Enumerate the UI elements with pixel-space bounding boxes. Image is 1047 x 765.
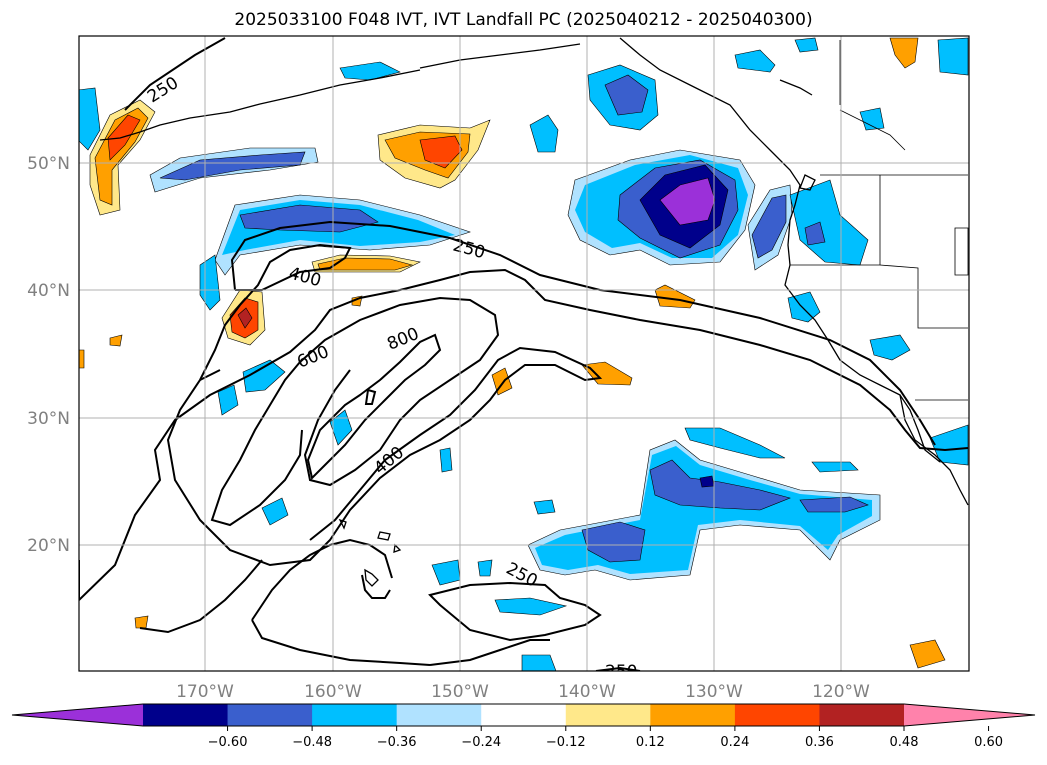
colorbar-tick-label: 0.24: [720, 735, 749, 750]
map-frame: [78, 35, 970, 672]
lon-label: 140°W: [558, 682, 616, 702]
colorbar-segment: [396, 704, 482, 726]
contour-600: [299, 296, 500, 487]
coastlines: [99, 37, 969, 587]
colorbar-outline: [11, 703, 1036, 727]
colorbar-segment: [227, 704, 313, 726]
colorbar-tick-label: 0.36: [805, 735, 834, 750]
colorbar-segment: [650, 704, 736, 726]
ivt-contours: [79, 37, 969, 671]
colorbar-segment: [819, 704, 905, 726]
contour-400: [166, 243, 603, 567]
colorbar-tick-label: −0.24: [461, 735, 501, 750]
contour-250-south: [428, 581, 602, 642]
colorbar-tick-label: 0.60: [974, 735, 1003, 750]
colorbar-extend-low: [12, 704, 143, 726]
lat-label: 30°N: [27, 409, 70, 429]
lat-label: 40°N: [27, 281, 70, 301]
map-background: [79, 36, 969, 671]
colorbar-segment: [143, 704, 229, 726]
lon-label: 170°W: [176, 682, 234, 702]
lon-label: 160°W: [304, 682, 362, 702]
lon-label: 150°W: [431, 682, 489, 702]
contour-250-outer: [79, 268, 969, 601]
contour-label: 250: [605, 662, 637, 682]
colorbar-tick-label: 0.48: [890, 735, 919, 750]
gridlines: [79, 36, 969, 671]
lat-labels: 50°N 40°N 30°N 20°N: [27, 154, 70, 556]
borders: [790, 40, 969, 401]
colorbar-tick-label: −0.48: [292, 735, 332, 750]
contour-250-north: [124, 37, 226, 111]
lat-label: 20°N: [27, 536, 70, 556]
colorbar-tick-label: −0.36: [377, 735, 417, 750]
contour-250-inner-loop: [230, 220, 936, 446]
colorbar-tick-label: −0.60: [208, 735, 248, 750]
colorbar-segment: [734, 704, 820, 726]
lon-label: 130°W: [685, 682, 743, 702]
colorbar-extend-high: [904, 704, 1035, 726]
colorbar-tick-label: 0.12: [636, 735, 665, 750]
lon-labels: 170°W 160°W 150°W 140°W 130°W 120°W: [176, 682, 870, 702]
contour-800: [306, 333, 442, 480]
colorbar-tick-label: −0.12: [546, 735, 586, 750]
colorbar-segment: [565, 704, 651, 726]
map-title: 2025033100 F048 IVT, IVT Landfall PC (20…: [234, 10, 813, 30]
colorbar: −0.60 −0.48 −0.36 −0.24 −0.12 0.12 0.24 0.36 0.4…: [11, 703, 1036, 750]
colorbar-segment: [481, 704, 567, 726]
lon-label: 120°W: [812, 682, 870, 702]
lat-label: 50°N: [27, 154, 70, 174]
colorbar-segment: [312, 704, 398, 726]
